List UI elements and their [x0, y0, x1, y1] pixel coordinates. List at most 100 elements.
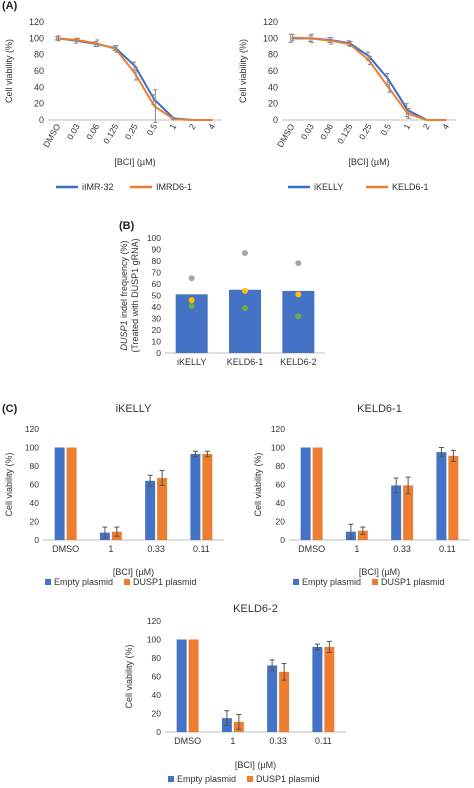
x-tick-label: 0.11 [193, 544, 210, 554]
y-tick-label: 20 [30, 517, 40, 527]
x-tick-label: 1 [354, 544, 359, 554]
bar-DUSP1 plasmid [157, 478, 168, 540]
y-tick-label: 0 [280, 535, 285, 545]
x-tick-label: 0.33 [269, 736, 287, 746]
y-tick-label: 80 [152, 653, 162, 663]
x-tick-label: 0.25 [357, 122, 374, 142]
data-point [242, 287, 248, 294]
bar-DUSP1 plasmid [403, 485, 414, 540]
y-tick-label: 40 [268, 82, 278, 92]
x-tick-label: 0.06 [84, 122, 101, 142]
chart-title: iKELLY [116, 403, 153, 415]
x-tick-label: DMSO [41, 122, 63, 149]
y-axis-label-line2: (Treated with DUSP1 gRNA) [130, 238, 140, 352]
y-tick-label: 100 [29, 33, 44, 43]
y-tick-label: 80 [276, 461, 286, 471]
x-tick-label: 0.11 [315, 736, 332, 746]
y-tick-label: 10 [152, 337, 162, 347]
y-tick-label: 60 [34, 66, 44, 76]
data-point [295, 313, 302, 320]
bar-KELD6-1 [229, 289, 261, 353]
data-point [188, 297, 195, 304]
y-axis-label: DUSP1 indel frequency (%) [119, 240, 129, 350]
bar-Empty plasmid [267, 665, 278, 732]
data-point [295, 291, 302, 298]
y-tick-label: 50 [152, 291, 162, 301]
y-tick-label: 80 [268, 50, 278, 60]
y-tick-label: 30 [152, 314, 162, 324]
legend-label: DUSP1 plasmid [381, 577, 445, 587]
y-tick-label: 80 [34, 50, 44, 60]
x-tick-label: 0.33 [147, 544, 165, 554]
line-chart-left: 0 20 40 60 80 100 120 DMSO 0.03 0.06 0.125 0.25 0.5 1… [4, 17, 222, 192]
bar-Empty plasmid [312, 646, 323, 732]
bar-Empty plasmid [54, 447, 65, 540]
y-axis-label: Cell viability (%) [253, 452, 263, 516]
y-tick-label: 120 [25, 424, 39, 434]
legend-label: Empty plasmid [302, 577, 361, 587]
x-tick-label: 2 [187, 122, 198, 131]
y-tick-label: 60 [30, 480, 40, 490]
y-tick-label: 60 [152, 279, 162, 289]
data-point [188, 302, 195, 309]
x-tick-label: 0.5 [144, 122, 159, 137]
bar-Empty plasmid [391, 485, 402, 540]
x-tick-label: 0.06 [318, 122, 335, 142]
y-axis-label: Cell viability (%) [4, 39, 14, 103]
grouped-bar-chart-ikelly: 0 20 40 60 80 100 120 iKELLY DMSO 1 0.33 0.11 [BCI] … [4, 403, 224, 587]
data-point [188, 275, 195, 282]
bar-DUSP1 plasmid [279, 671, 290, 732]
x-tick-label: 0.25 [123, 122, 140, 142]
x-tick-label: DMSO [298, 544, 325, 554]
x-tick-label: KELD6-1 [227, 357, 264, 367]
x-tick-label: 2 [421, 122, 432, 131]
y-tick-label: 100 [263, 33, 278, 43]
chart-title: KELD6-1 [357, 403, 402, 415]
legend-label: iKELLY [314, 182, 343, 192]
y-tick-label: 90 [152, 245, 162, 255]
grouped-bar-chart-keld61: 0 20 40 60 80 100 120 KELD6-1 DMSO 1 0.33 0.11 [BCI]… [253, 403, 470, 587]
legend-swatch [247, 776, 253, 782]
grouped-bar-chart-keld62: 0 20 40 60 80 100 120 KELD6-2 DMSO 1 0.33 0.11 [BCI]… [124, 603, 346, 784]
legend-label: DUSP1 plasmid [133, 577, 197, 587]
x-tick-label: 1 [230, 736, 235, 746]
legend-swatch [45, 579, 51, 585]
panel-label-b: (B) [119, 220, 135, 232]
data-point [242, 249, 248, 256]
legend-label: DUSP1 plasmid [256, 774, 320, 784]
bar-Empty plasmid [145, 480, 156, 540]
y-tick-label: 100 [147, 635, 161, 645]
bar-Empty plasmid [190, 453, 201, 540]
bar-DUSP1 plasmid [188, 639, 199, 732]
y-tick-label: 40 [152, 302, 162, 312]
y-tick-label: 0 [34, 535, 39, 545]
y-tick-label: 120 [263, 17, 278, 27]
x-tick-label: iKELLY [177, 357, 206, 367]
legend-swatch [124, 579, 130, 585]
y-tick-label: 40 [34, 82, 44, 92]
bar-Empty plasmid [300, 447, 311, 540]
x-axis-label: [BCI] (µM) [114, 157, 155, 167]
y-tick-label: 80 [152, 256, 162, 266]
bar-DUSP1 plasmid [448, 455, 459, 540]
bar-KELD6-2 [282, 290, 315, 353]
panel-label-c: (C) [2, 403, 18, 415]
bar-DUSP1 plasmid [324, 646, 335, 732]
y-axis-label-rest: indel frequency (%) [119, 240, 129, 320]
y-tick-label: 60 [276, 480, 286, 490]
y-tick-label: 120 [147, 616, 161, 626]
x-tick-label: DMSO [52, 544, 79, 554]
legend-label: KELD6-1 [392, 182, 429, 192]
y-tick-label: 20 [152, 325, 162, 335]
y-tick-label: 0 [156, 348, 161, 358]
series-line-iIMR-32 [57, 37, 213, 121]
x-tick-label: 4 [440, 122, 451, 131]
legend-label: Empty plasmid [177, 774, 236, 784]
bar-Empty plasmid [176, 639, 187, 732]
y-tick-label: 20 [152, 709, 162, 719]
x-tick-label: 4 [206, 122, 217, 131]
bar-DUSP1 plasmid [357, 530, 368, 540]
y-tick-label: 80 [30, 461, 40, 471]
y-axis-label: Cell viability (%) [124, 644, 134, 708]
